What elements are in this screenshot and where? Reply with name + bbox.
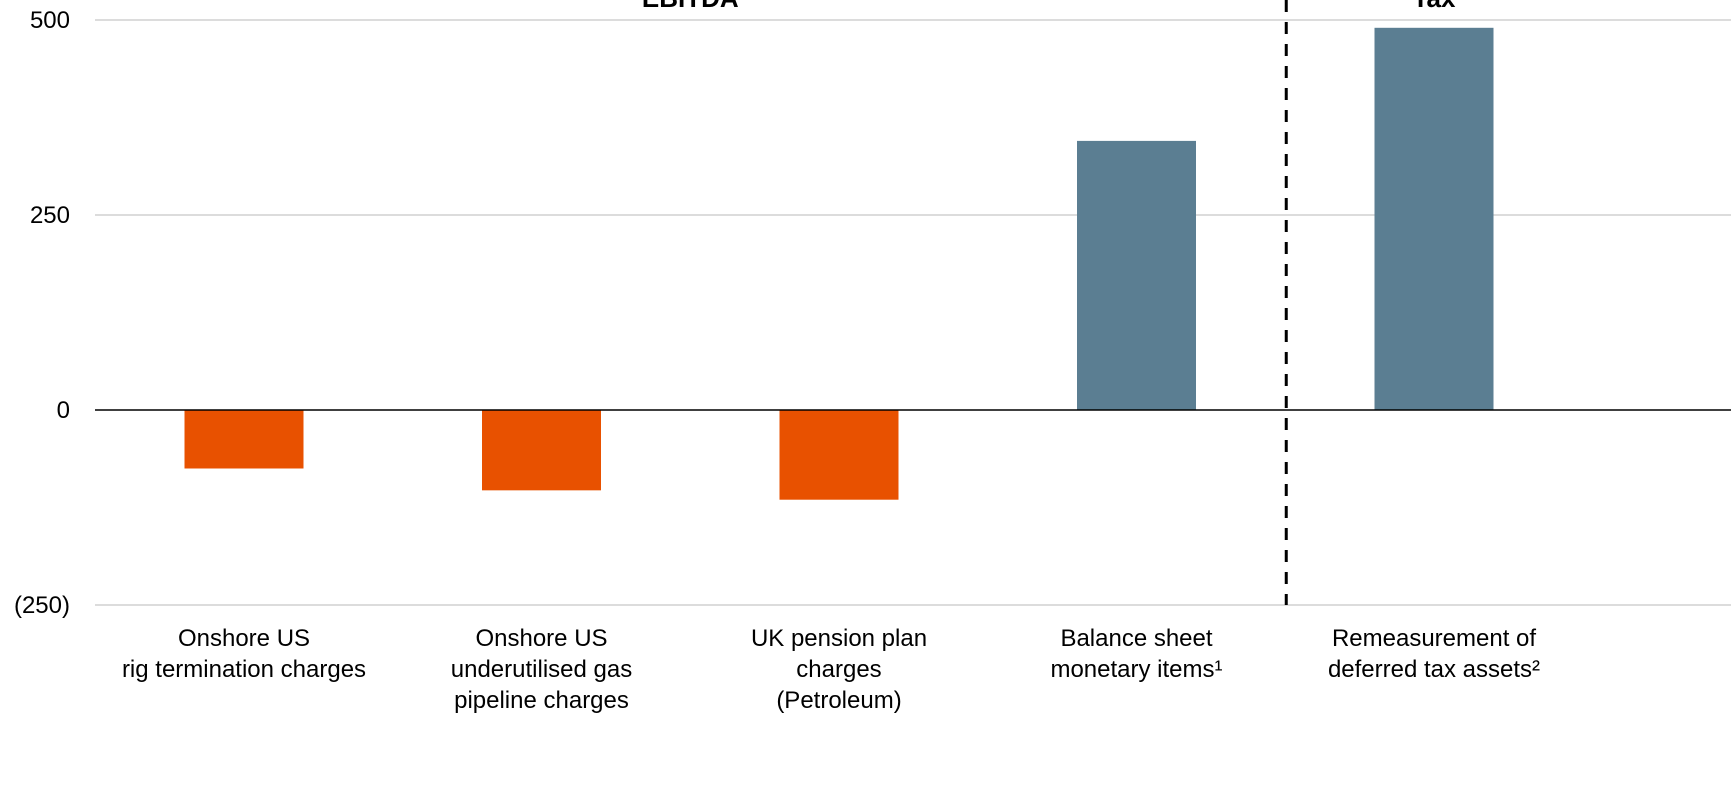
- category-label: UK pension plan: [751, 625, 927, 652]
- bars: [184, 27, 1494, 500]
- bar: [1374, 27, 1494, 411]
- section-label: EBITDA: [642, 0, 739, 13]
- bar: [482, 410, 601, 491]
- y-tick-label: (250): [14, 592, 70, 619]
- category-label: Remeasurement of: [1332, 625, 1536, 652]
- category-label: rig termination charges: [122, 656, 366, 683]
- y-axis-tick-labels: 500 250 0 (250): [14, 7, 70, 619]
- section-labels: EBITDA Tax: [642, 0, 1456, 13]
- y-tick-label: 0: [57, 397, 70, 424]
- category-label: Balance sheet: [1060, 625, 1212, 652]
- bar: [184, 410, 304, 469]
- y-tick-label: 500: [30, 7, 70, 34]
- category-label: charges: [796, 656, 881, 683]
- category-label: pipeline charges: [454, 687, 629, 714]
- y-tick-label: 250: [30, 202, 70, 229]
- category-label: deferred tax assets²: [1328, 656, 1540, 683]
- category-labels: Onshore US rig termination charges Onshore…: [122, 625, 1540, 714]
- category-label: (Petroleum): [776, 687, 901, 714]
- section-label: Tax: [1413, 0, 1456, 13]
- bar: [1077, 140, 1196, 410]
- bar: [779, 410, 899, 500]
- category-label: underutilised gas: [451, 656, 632, 683]
- category-label: Onshore US: [475, 625, 607, 652]
- category-label: monetary items¹: [1050, 656, 1222, 683]
- category-label: Onshore US: [178, 625, 310, 652]
